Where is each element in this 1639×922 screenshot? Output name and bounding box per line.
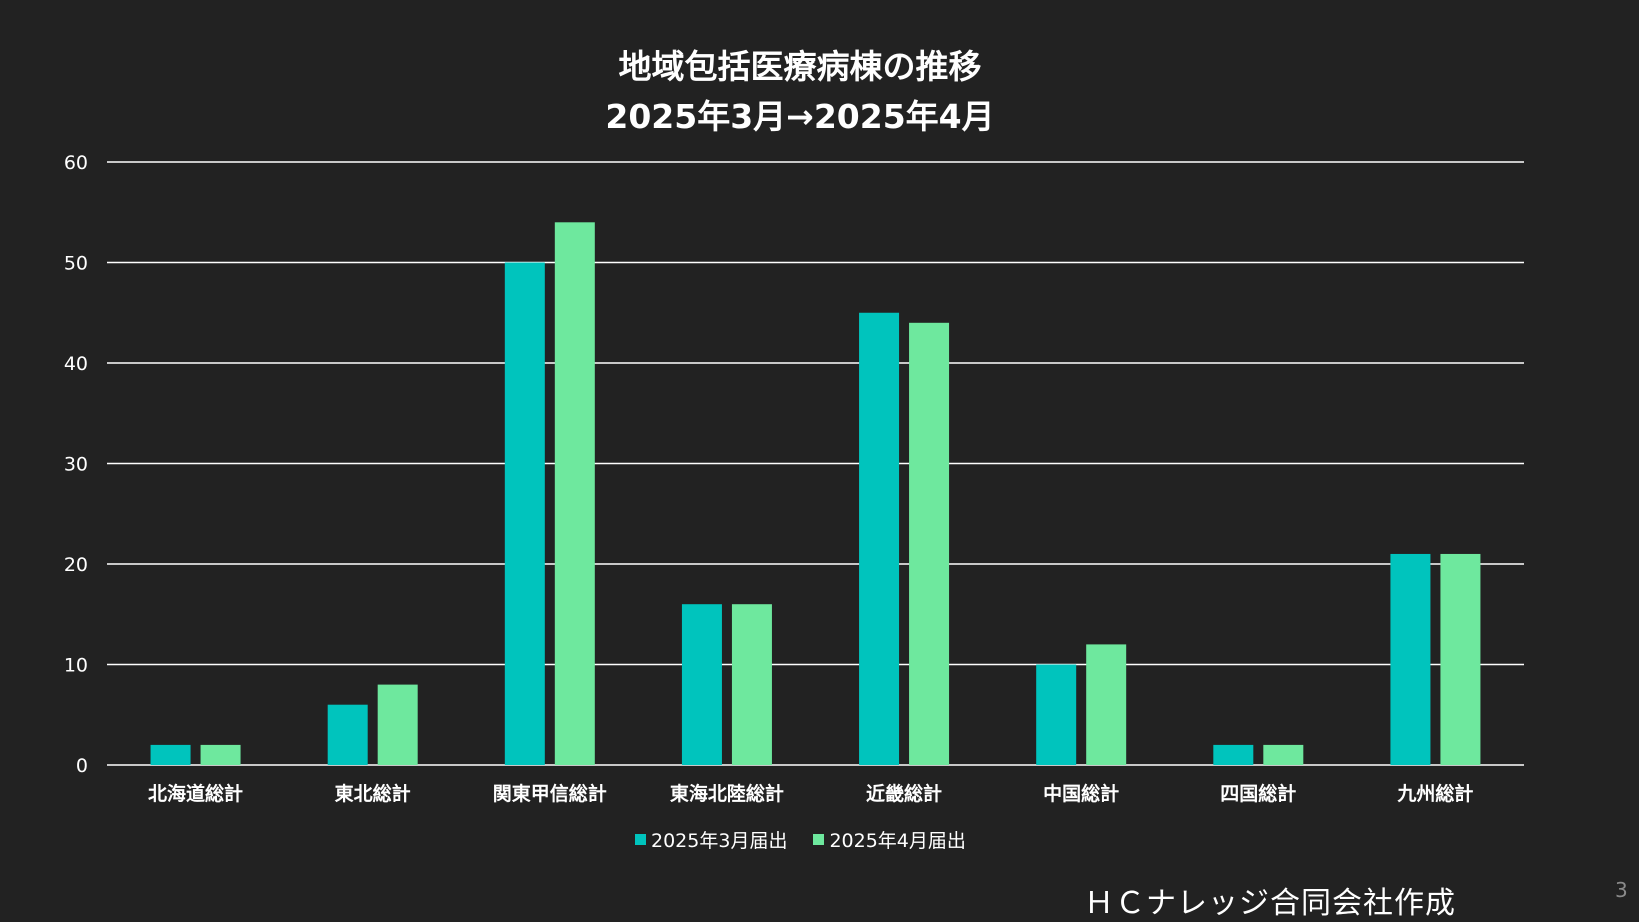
credit-text: ＨＣナレッジ合同会社作成 <box>1084 886 1456 921</box>
legend: 2025年3月届出 2025年4月届出 <box>635 826 966 853</box>
x-tick-label: 東海北陸総計 <box>670 782 784 805</box>
bar-april-5 <box>1086 644 1127 765</box>
x-axis-labels: 北海道総計 東北総計 関東甲信総計 東海北陸総計 近畿総計 中国総計 四国総計 九州総計 <box>148 782 1473 805</box>
bar-march-2 <box>504 262 545 765</box>
legend-swatch-march <box>635 834 646 845</box>
bar-march-7 <box>1390 553 1431 765</box>
legend-label-march: 2025年3月届出 <box>651 830 788 852</box>
bar-march-0 <box>150 744 191 765</box>
y-tick-label: 60 <box>64 152 88 174</box>
bar-march-1 <box>327 704 368 765</box>
bar-april-0 <box>200 744 241 765</box>
bar-april-7 <box>1440 553 1481 765</box>
bar-march-6 <box>1213 744 1254 765</box>
bar-march-4 <box>859 312 900 765</box>
legend-swatch-april <box>813 834 825 845</box>
bars <box>150 222 1481 766</box>
bar-april-4 <box>909 322 950 765</box>
bar-march-3 <box>681 604 722 765</box>
bar-april-3 <box>731 604 772 765</box>
chart-subtitle: 2025年3月→2025年4月 <box>605 97 995 136</box>
x-tick-label: 関東甲信総計 <box>493 782 607 805</box>
legend-item-april: 2025年4月届出 <box>813 826 966 853</box>
x-tick-label: 近畿総計 <box>866 782 942 805</box>
x-tick-label: 東北総計 <box>335 782 411 805</box>
y-tick-label: 0 <box>76 755 88 777</box>
y-axis-ticks: 0 10 20 30 40 50 60 <box>64 152 88 777</box>
y-tick-label: 50 <box>64 253 88 275</box>
y-tick-label: 40 <box>64 353 88 375</box>
bar-april-1 <box>377 684 418 765</box>
x-tick-label: 四国総計 <box>1220 782 1296 805</box>
x-tick-label: 中国総計 <box>1043 782 1119 805</box>
gridlines <box>107 161 1524 766</box>
x-tick-label: 北海道総計 <box>148 782 243 805</box>
legend-label-april: 2025年4月届出 <box>829 830 966 852</box>
bar-april-2 <box>554 222 595 766</box>
y-tick-label: 20 <box>64 554 88 576</box>
x-tick-label: 九州総計 <box>1396 782 1473 805</box>
chart-title: 地域包括医療病棟の推移 <box>618 47 982 86</box>
y-tick-label: 30 <box>64 454 88 476</box>
legend-item-march: 2025年3月届出 <box>635 826 787 853</box>
bar-march-5 <box>1036 664 1077 765</box>
y-tick-label: 10 <box>64 655 88 677</box>
page-number: 3 <box>1615 878 1628 902</box>
bar-april-6 <box>1263 744 1304 765</box>
